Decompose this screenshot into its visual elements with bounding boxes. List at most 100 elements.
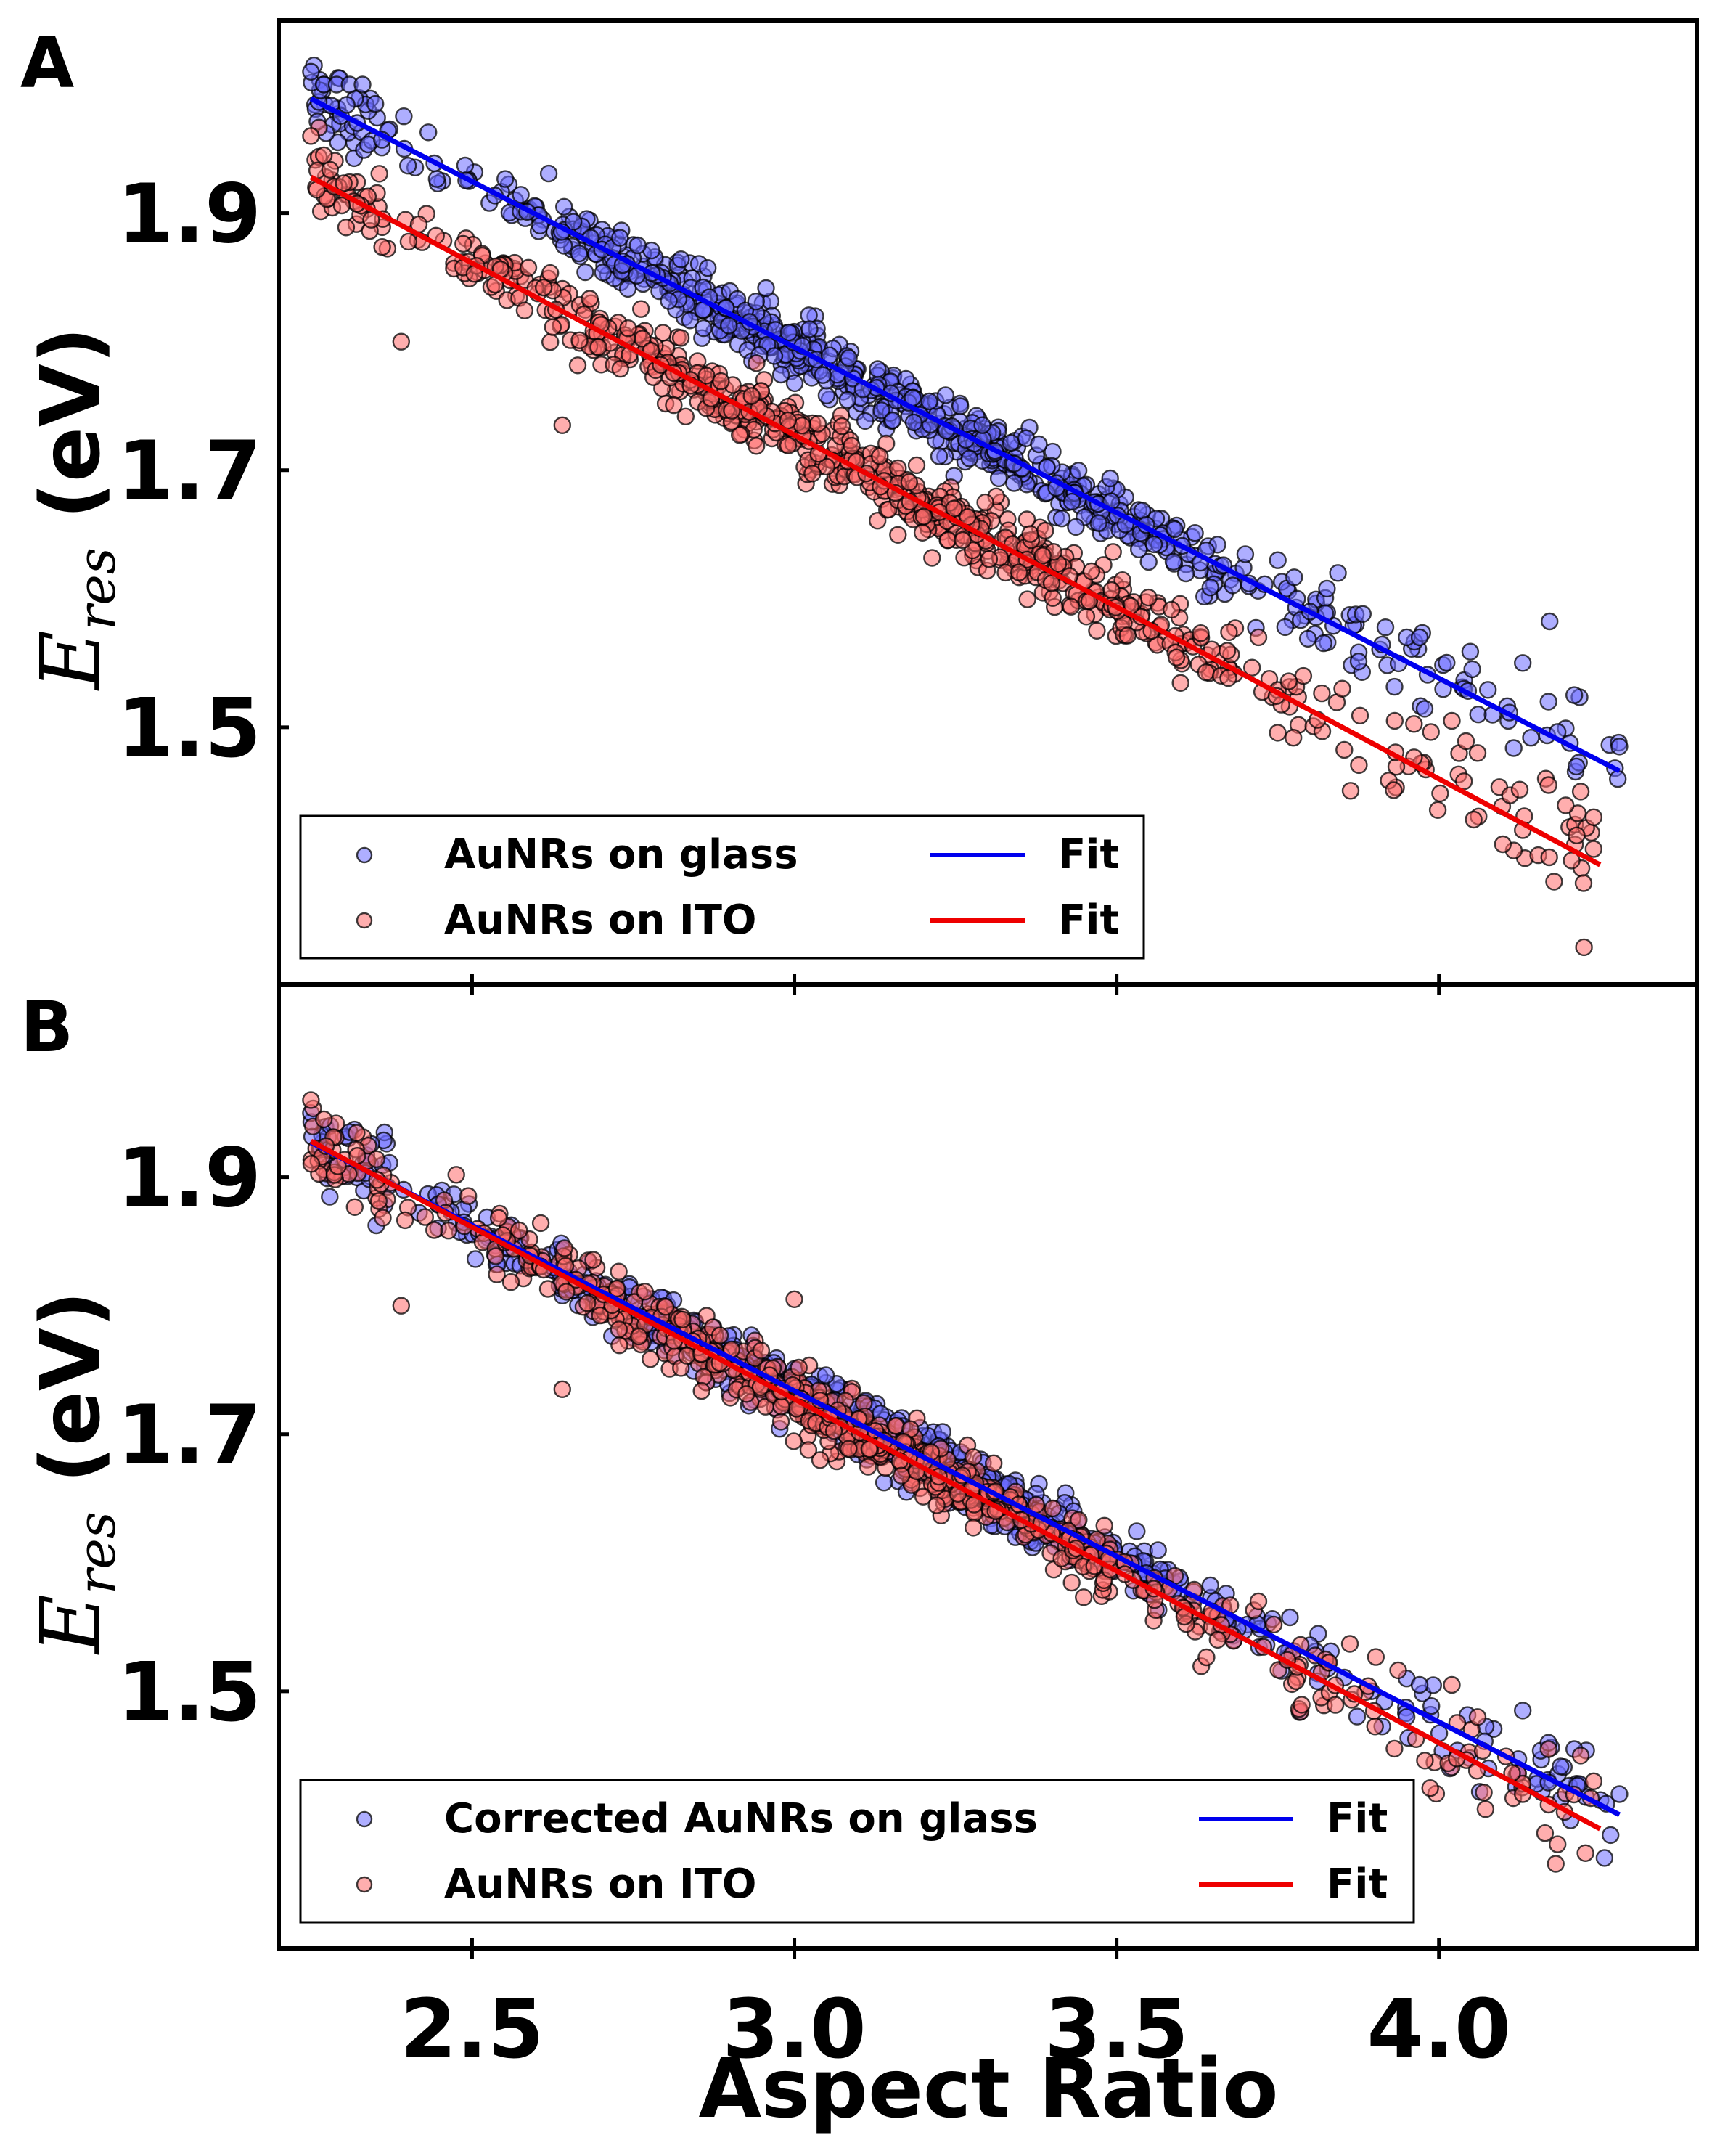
panel-a-legend-ito-marker bbox=[356, 912, 373, 929]
panel-b-ito-point bbox=[553, 1380, 571, 1399]
x-axis-label: Aspect Ratio bbox=[698, 2042, 1278, 2136]
panel-a-glass-point bbox=[681, 311, 699, 330]
x-tick-label: 3.5 bbox=[1044, 1983, 1188, 2077]
panel-a-glass-point bbox=[817, 386, 836, 404]
panel-a-ito-point bbox=[1044, 589, 1062, 607]
panel-b-glass-point bbox=[1610, 1785, 1629, 1803]
panel-a-ito-point bbox=[392, 332, 410, 351]
panel-a-legend: AuNRs on glass AuNRs on ITO Fit Fit bbox=[299, 814, 1145, 960]
panel-b-glass-point bbox=[1281, 1608, 1299, 1627]
panel-b-ito-point bbox=[610, 1336, 628, 1355]
panel-b-ito-point bbox=[752, 1342, 771, 1360]
panel-a-glass-point bbox=[814, 366, 832, 384]
panel-b-glass-point bbox=[1422, 1696, 1441, 1715]
panel-a-y-label-subscript: res bbox=[66, 547, 127, 630]
panel-b-ito-point bbox=[538, 1280, 557, 1298]
panel-a-ito-point bbox=[731, 426, 749, 444]
panel-a-ito-point bbox=[980, 550, 999, 568]
panel-b-ito-point bbox=[964, 1519, 983, 1537]
panel-a-ito-point bbox=[541, 264, 560, 282]
panel-a-ito-point bbox=[1510, 780, 1529, 799]
panel-a-glass-point bbox=[427, 170, 446, 188]
panel-a-glass-point bbox=[1139, 552, 1158, 571]
panel-a-ito-point bbox=[332, 196, 351, 215]
panel-a-glass-point bbox=[1329, 564, 1347, 582]
panel-b-ito-point bbox=[557, 1283, 576, 1301]
panel-b-fit-lines bbox=[309, 1138, 1621, 1832]
panel-a-ito-point bbox=[742, 387, 761, 405]
panel-a-ito-point bbox=[1219, 669, 1237, 687]
panel-b-ito-point bbox=[1095, 1516, 1113, 1535]
panel-a-ito-point bbox=[1465, 810, 1483, 829]
panel-b-ito-fit-line bbox=[309, 1138, 1602, 1832]
panel-a-ito-point bbox=[589, 338, 607, 356]
panel-a-ito-point bbox=[1545, 873, 1563, 891]
panel-b-y-tick-label: 1.5 bbox=[118, 1646, 261, 1740]
panel-a-glass-point bbox=[1144, 535, 1163, 554]
panel-a-ito-point bbox=[1539, 776, 1557, 794]
panel-a-ito-point bbox=[1422, 723, 1440, 741]
panel-b: 2.5 3.0 3.5 4.0 1.5 1.7 1.9 B Eres (eV) Correc… bbox=[20, 982, 1699, 2136]
panel-a-ito-point bbox=[923, 549, 941, 567]
panel-a-ito-point bbox=[907, 456, 926, 475]
panel-b-ito-point bbox=[1539, 1740, 1557, 1758]
panel-a-glass-point bbox=[1166, 520, 1184, 539]
panel-a-glass-point bbox=[1513, 654, 1532, 672]
panel-b-ito-point bbox=[887, 1417, 905, 1435]
panel-b-ito-point bbox=[927, 1496, 946, 1514]
panel-a-glass-point bbox=[936, 386, 955, 404]
panel-b-ito-point bbox=[1264, 1615, 1283, 1634]
panel-a-glass-point bbox=[329, 133, 347, 152]
panel-a-glass-point bbox=[1052, 510, 1071, 528]
panel-a-glass-point bbox=[1376, 618, 1395, 637]
panel-a-glass-point bbox=[838, 391, 857, 409]
panel-b-glass-point bbox=[1410, 1675, 1429, 1694]
panel-a-glass-point bbox=[904, 413, 923, 432]
panel-b-y-axis-label: Eres (eV) bbox=[24, 1291, 127, 1655]
panel-a-ito-point bbox=[1197, 663, 1216, 682]
panel-a-y-label-symbol: E bbox=[24, 630, 118, 691]
panel-a-ito-point bbox=[1431, 784, 1449, 803]
panel-a-glass-point bbox=[800, 320, 819, 338]
panel-a-ito-point bbox=[1171, 674, 1189, 692]
panel-a-glass-point bbox=[1030, 435, 1048, 454]
panel-a-glass-point bbox=[872, 401, 890, 420]
panel-a-glass-point bbox=[618, 279, 637, 298]
panel-a-ito-point bbox=[1033, 547, 1052, 565]
panel-a-glass-point bbox=[611, 229, 629, 247]
panel-b-y-tick-label: 1.9 bbox=[118, 1132, 261, 1226]
panel-a-y-tick-label: 1.9 bbox=[118, 168, 261, 262]
panel-a-glass-point bbox=[1224, 576, 1242, 595]
panel-a-ito-point bbox=[843, 436, 861, 455]
panel-b-ito-point bbox=[1366, 1718, 1384, 1736]
panel-b-ito-point bbox=[1326, 1696, 1345, 1714]
panel-a-ito-point bbox=[1062, 597, 1081, 616]
panel-b-glass-point bbox=[1201, 1576, 1220, 1595]
panel-a-ito-point bbox=[1385, 711, 1404, 730]
panel-a-ito-point bbox=[1350, 756, 1368, 775]
panel-b-ito-point bbox=[1044, 1499, 1062, 1518]
panel-a-glass-point bbox=[1133, 502, 1152, 520]
panel-b-ito-point bbox=[1249, 1592, 1268, 1611]
panel-a-ito-point bbox=[654, 324, 672, 342]
panel-a-glass-point bbox=[1002, 433, 1020, 452]
panel-a-glass-point bbox=[1201, 579, 1220, 597]
panel-a-ito-point bbox=[535, 278, 553, 297]
panel-a-glass-point bbox=[720, 317, 738, 335]
panel-a-glass-point bbox=[337, 96, 356, 114]
panel-a-ito-point bbox=[1341, 782, 1360, 800]
panel-b-ito-point bbox=[1536, 1824, 1555, 1842]
panel-a-ito-point bbox=[945, 499, 963, 518]
panel-b-ito-point bbox=[392, 1297, 410, 1315]
panel-a-ito-point bbox=[1574, 874, 1593, 892]
x-tick-label: 4.0 bbox=[1367, 1983, 1511, 2077]
panel-a-glass-point bbox=[564, 213, 583, 231]
panel-b-ito-point bbox=[785, 1432, 803, 1450]
panel-b-glass-point bbox=[1513, 1702, 1532, 1720]
panel-a-glass-point bbox=[1539, 693, 1557, 711]
panel-b-ito-point bbox=[425, 1221, 443, 1239]
panel-a-ito-point bbox=[747, 437, 766, 455]
panel-b-ito-point bbox=[607, 1279, 626, 1298]
panel-a-ito-point bbox=[1077, 608, 1096, 626]
panel-b-ito-point bbox=[488, 1265, 506, 1283]
